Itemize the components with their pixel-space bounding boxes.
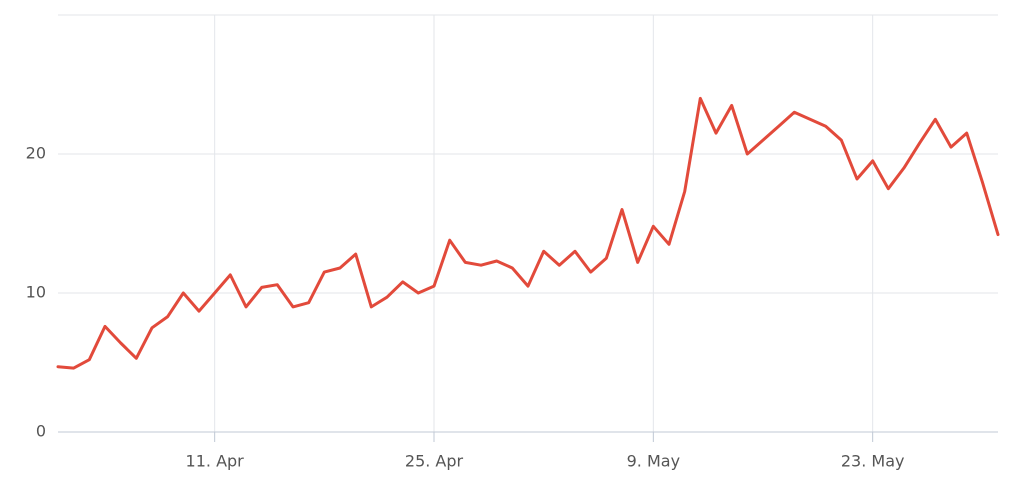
- y-tick-label: 0: [36, 422, 46, 441]
- y-tick-label: 20: [26, 144, 46, 163]
- data-line: [56, 96, 1000, 370]
- y-tick-label: 10: [26, 283, 46, 302]
- x-tick-label: 11. Apr: [186, 452, 245, 471]
- x-tick-label: 23. May: [841, 452, 905, 471]
- x-tick-label: 25. Apr: [405, 452, 464, 471]
- x-tick-label: 9. May: [627, 452, 680, 471]
